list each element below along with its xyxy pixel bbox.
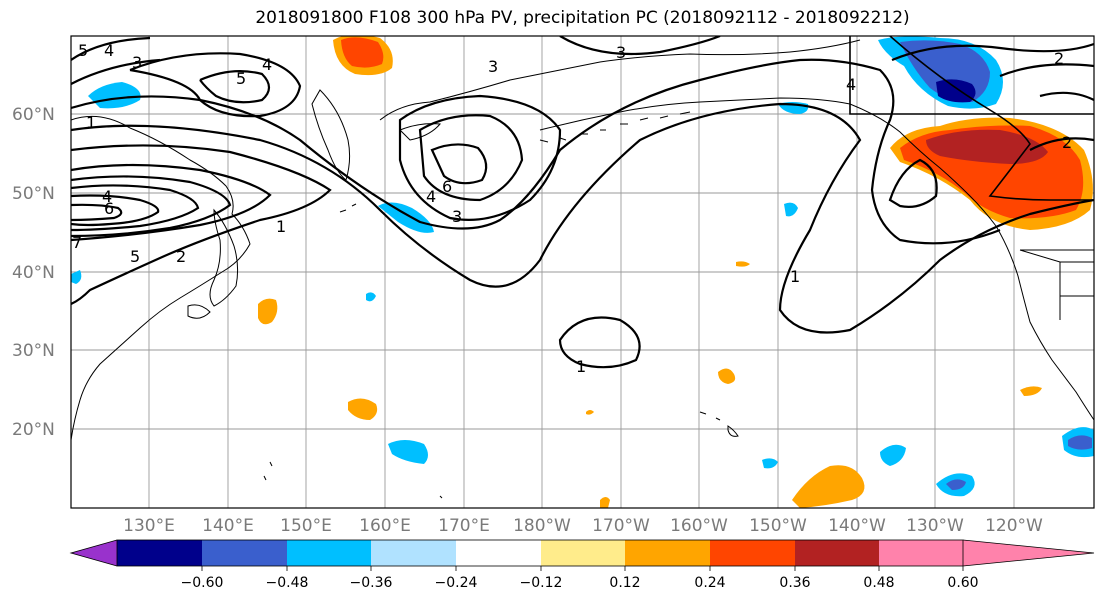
latitude-labels: 60°N 50°N 40°N 30°N 20°N <box>12 105 55 440</box>
svg-text:6: 6 <box>442 177 452 196</box>
map-frame <box>70 35 1095 509</box>
coastlines <box>71 39 1094 499</box>
svg-text:0.60: 0.60 <box>947 575 978 591</box>
svg-text:4: 4 <box>104 41 114 60</box>
svg-text:150°E: 150°E <box>280 516 332 536</box>
svg-text:4: 4 <box>426 187 436 206</box>
svg-text:120°W: 120°W <box>985 516 1043 536</box>
svg-text:5: 5 <box>78 41 88 60</box>
svg-text:1: 1 <box>576 357 586 376</box>
svg-text:180°W: 180°W <box>513 516 571 536</box>
svg-text:50°N: 50°N <box>12 184 55 204</box>
svg-text:150°W: 150°W <box>749 516 807 536</box>
svg-text:1: 1 <box>790 267 800 286</box>
svg-text:3: 3 <box>488 57 498 76</box>
colorbar-ticks <box>201 566 964 571</box>
svg-text:3: 3 <box>132 53 142 72</box>
svg-text:2: 2 <box>176 247 186 266</box>
pv-contours <box>71 36 1094 369</box>
colorbar-segment <box>625 540 710 566</box>
svg-text:5: 5 <box>130 247 140 266</box>
svg-text:160°W: 160°W <box>670 516 728 536</box>
colorbar-extend-low <box>71 540 117 566</box>
svg-text:170°W: 170°W <box>592 516 650 536</box>
svg-text:1: 1 <box>86 113 96 132</box>
colorbar-segment <box>456 540 541 566</box>
contour-labels: 5 4 3 1 5 4 3 6 7 4 5 2 1 6 4 3 3 4 2 1 … <box>72 41 1072 376</box>
svg-text:−0.48: −0.48 <box>266 575 309 591</box>
svg-text:30°N: 30°N <box>12 341 55 361</box>
svg-text:140°E: 140°E <box>202 516 254 536</box>
colorbar-segment <box>710 540 795 566</box>
colorbar-labels: −0.60 −0.48 −0.36 −0.24 −0.12 0.12 0.24 … <box>181 575 979 591</box>
longitude-labels: 130°E 140°E 150°E 160°E 170°E 180°W 170°… <box>123 516 1043 536</box>
svg-text:3: 3 <box>616 43 626 62</box>
svg-text:160°E: 160°E <box>359 516 411 536</box>
svg-text:2: 2 <box>1062 133 1072 152</box>
svg-text:0.36: 0.36 <box>779 575 810 591</box>
svg-text:0.24: 0.24 <box>694 575 725 591</box>
svg-text:170°E: 170°E <box>438 516 490 536</box>
svg-text:−0.36: −0.36 <box>350 575 393 591</box>
svg-text:6: 6 <box>104 199 114 218</box>
svg-text:3: 3 <box>452 207 462 226</box>
colorbar-extend-high <box>963 540 1094 566</box>
svg-text:40°N: 40°N <box>12 263 55 283</box>
map-title: 2018091800 F108 300 hPa PV, precipitatio… <box>255 8 910 28</box>
precipitation-shading <box>71 36 1094 508</box>
svg-text:7: 7 <box>72 233 82 252</box>
svg-text:−0.24: −0.24 <box>435 575 478 591</box>
colorbar-segment <box>879 540 963 566</box>
colorbar-segment <box>117 540 202 566</box>
colorbar-segment <box>287 540 371 566</box>
svg-text:130°W: 130°W <box>906 516 964 536</box>
colorbar-segment <box>202 540 287 566</box>
svg-text:130°E: 130°E <box>123 516 175 536</box>
svg-text:60°N: 60°N <box>12 105 55 125</box>
svg-text:5: 5 <box>236 69 246 88</box>
svg-text:140°W: 140°W <box>828 516 886 536</box>
colorbar-segment <box>371 540 456 566</box>
svg-text:0.48: 0.48 <box>863 575 894 591</box>
colorbar: −0.60 −0.48 −0.36 −0.24 −0.12 0.12 0.24 … <box>69 539 1095 591</box>
svg-text:20°N: 20°N <box>12 420 55 440</box>
svg-text:4: 4 <box>262 55 272 74</box>
svg-text:−0.12: −0.12 <box>520 575 563 591</box>
svg-text:4: 4 <box>102 187 112 206</box>
colorbar-segment <box>795 540 879 566</box>
svg-text:1: 1 <box>276 217 286 236</box>
svg-text:−0.60: −0.60 <box>181 575 224 591</box>
svg-text:2: 2 <box>1054 49 1064 68</box>
svg-text:4: 4 <box>846 75 856 94</box>
svg-text:0.12: 0.12 <box>609 575 640 591</box>
colorbar-segment <box>541 540 625 566</box>
